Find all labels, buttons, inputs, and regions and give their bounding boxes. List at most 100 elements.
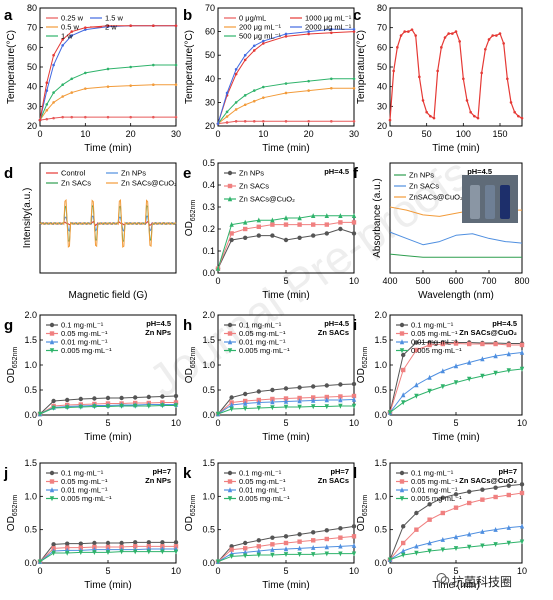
data-point [324,536,329,542]
data-point [65,405,70,411]
data-point [338,213,343,218]
y-tick-label: 40 [377,82,387,92]
data-point [152,83,155,86]
legend-marker [227,487,233,493]
data-point [270,399,275,405]
annotation-text: pH=4.5 [324,167,349,176]
data-point [243,391,248,397]
data-point [506,492,511,498]
x-axis-label: Time (min) [432,432,479,443]
legend-marker [49,470,55,476]
data-point [215,265,221,271]
data-point [324,544,329,550]
data-point [387,557,393,563]
data-point [229,231,234,236]
data-point [311,213,316,218]
x-tick-label: 100 [456,129,471,139]
series-line-0 [217,120,354,125]
data-point [225,91,229,95]
data-point [473,114,476,118]
vial-1 [470,185,480,219]
x-tick-label: 20 [304,129,314,139]
data-point [311,552,316,558]
y-tick-label: 2.0 [24,310,37,320]
data-point [427,540,432,546]
data-point [283,396,289,401]
x-tick-label: 10 [258,129,268,139]
y-axis-label: OD652nm [6,495,19,532]
legend-label: 2 w [105,23,117,32]
legend-label: 0.01 mg·mL⁻¹ [239,338,286,347]
data-point [297,545,302,551]
x-tick-label: 5 [453,566,458,576]
series-line-0 [389,253,522,258]
data-point [506,540,511,546]
x-tick-label: 800 [514,276,529,286]
data-point [467,544,472,550]
annotation-text: Zn SACs@CuO₂ [459,328,517,337]
y-axis-label: OD652nm [184,347,197,384]
data-point [61,38,64,41]
data-point [311,384,316,389]
x-axis-label: Time (min) [262,432,309,443]
data-point [414,393,419,399]
legend-label: 0.1 mg·mL⁻¹ [239,321,282,330]
data-point [324,231,329,236]
data-point [440,368,445,374]
legend-marker [399,487,405,493]
data-point [453,505,459,510]
plot-frame [389,7,523,127]
y-tick-label: 0.0 [24,558,37,568]
data-point [243,94,247,97]
y-tick-label: 0.0 [24,410,37,420]
data-point [270,217,275,223]
y-tick-label: 1.0 [24,491,37,501]
data-point [51,398,56,404]
y-tick-label: 1.0 [374,360,387,370]
legend-label: 0.005 mg·mL⁻¹ [239,346,290,355]
data-point [447,32,450,35]
chart-panel-f: f Wavelength (nm) Absorbance (a.u.) 400 500 6… [353,162,530,301]
data-point [352,27,356,31]
y-tick-label: 0.0 [374,410,387,420]
data-point [173,540,179,545]
legend-label: 0.05 mg·mL⁻¹ [411,329,458,338]
chart-panel-a: a Time (min) Temperature(°C) 0 10 20 30 20 30 40 5… [4,3,181,154]
legend-marker [49,331,55,336]
x-tick-label: 0 [215,129,220,139]
data-point [440,547,445,553]
x-axis-label: Time (min) [432,580,479,591]
data-point [338,535,343,540]
data-point [392,69,395,73]
data-point [270,535,275,540]
y-tick-label: 0.0 [202,558,215,568]
y-tick-label: 70 [27,23,37,33]
y-tick-label: 1.5 [374,458,387,468]
legend-marker [49,496,55,502]
chart-panel-g: g Time (min) OD652nm 0 5 10 0.0 0.5 1.0 1.5 2.0 0.1… [4,310,181,443]
series-line-2 [389,525,523,561]
x-tick-label: 0 [215,418,220,428]
data-point [234,68,238,71]
x-tick-label: 600 [448,276,463,286]
data-point [252,89,256,92]
data-point [421,99,425,102]
data-point [351,551,357,557]
data-point [462,77,465,81]
data-point [229,406,234,412]
data-point [262,39,265,43]
data-point [173,393,179,399]
chart-panel-k: k Time (min) OD652nm 0 5 10 0.0 0.5 1.0 1.5 0.1 mg… [183,458,359,591]
data-point [119,549,124,555]
legend-marker [399,496,405,502]
x-tick-label: 10 [349,418,359,428]
data-point [297,539,302,544]
y-axis-label: OD652nm [356,347,369,384]
data-point [52,53,55,57]
data-point [493,485,498,490]
y-tick-label: 1.0 [24,360,37,370]
x-axis-label: Time (min) [84,432,131,443]
data-point [133,395,138,400]
data-point [270,542,275,547]
